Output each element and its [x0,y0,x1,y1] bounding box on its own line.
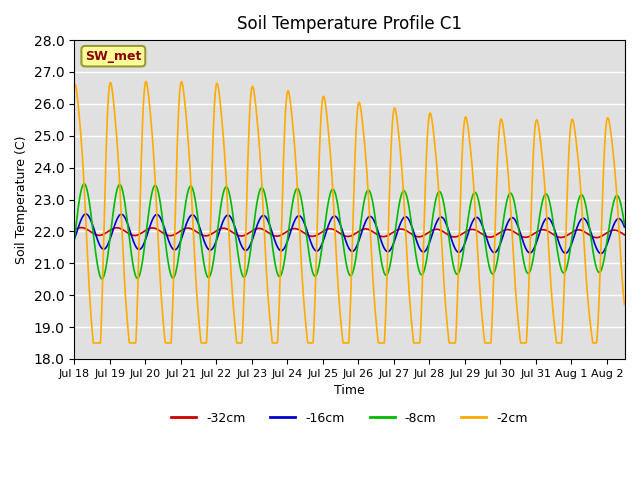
-8cm [513,213,520,219]
Y-axis label: Soil Temperature (C): Soil Temperature (C) [15,135,28,264]
-8cm [70,238,78,244]
-32cm [125,231,133,237]
Line: -8cm: -8cm [74,184,625,279]
-32cm [114,225,122,231]
-32cm [513,230,520,236]
-2cm [513,303,520,309]
-2cm [605,116,612,121]
-8cm [605,229,612,235]
-2cm [531,126,539,132]
Line: -32cm: -32cm [74,228,625,238]
-2cm [278,223,285,228]
-8cm [126,240,134,246]
-16cm [513,219,520,225]
-8cm [80,181,88,187]
-32cm [605,229,612,235]
-8cm [531,246,539,252]
Text: SW_met: SW_met [85,49,141,63]
-32cm [621,232,628,238]
-16cm [277,248,285,253]
Title: Soil Temperature Profile C1: Soil Temperature Profile C1 [237,15,462,33]
-2cm [70,83,78,89]
-2cm [114,150,122,156]
-16cm [82,211,90,217]
-32cm [77,225,85,230]
-16cm [605,238,612,243]
-2cm [621,302,628,308]
-16cm [70,237,78,243]
-8cm [98,276,106,282]
-32cm [277,232,285,238]
-16cm [597,251,605,256]
-8cm [115,183,122,189]
-32cm [531,230,538,236]
-16cm [114,215,122,220]
-16cm [531,244,538,250]
X-axis label: Time: Time [334,384,365,397]
-8cm [278,271,285,276]
Line: -16cm: -16cm [74,214,625,253]
-8cm [621,221,628,227]
-32cm [70,228,78,233]
-2cm [125,340,133,346]
-16cm [621,224,628,230]
Legend: -32cm, -16cm, -8cm, -2cm: -32cm, -16cm, -8cm, -2cm [166,407,533,430]
-32cm [593,235,600,240]
Line: -2cm: -2cm [74,82,625,343]
-16cm [125,227,133,233]
-2cm [90,340,97,346]
-2cm [142,79,150,84]
